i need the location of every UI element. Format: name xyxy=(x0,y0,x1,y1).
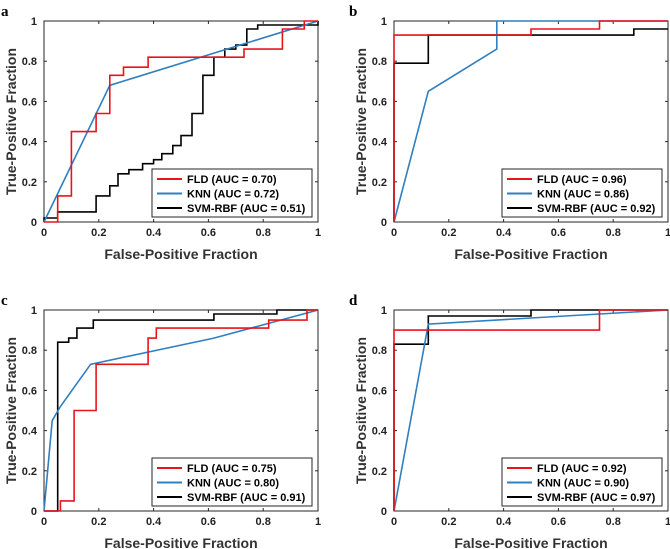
x-tick-label: 1 xyxy=(665,516,670,528)
y-tick-label: 0.6 xyxy=(22,385,37,397)
x-tick-label: 0.8 xyxy=(256,227,271,239)
legend-entry: SVM-RBF (AUC = 0.97) xyxy=(537,492,656,504)
series-line-fld xyxy=(44,20,318,223)
x-tick-label: 0.6 xyxy=(551,516,566,528)
legend-entry: KNN (AUC = 0.72) xyxy=(187,189,279,201)
y-tick-label: 0.8 xyxy=(22,56,37,68)
x-tick-label: 1 xyxy=(665,227,670,239)
series-line-knn xyxy=(393,20,668,223)
legend-entry: FLD (AUC = 0.96) xyxy=(537,174,627,186)
y-tick-label: 0.2 xyxy=(22,466,37,478)
series-line-knn xyxy=(43,309,319,512)
legend-entry: SVM-RBF (AUC = 0.51) xyxy=(187,203,306,215)
series-line-fld xyxy=(393,20,668,222)
y-tick-label: 0.4 xyxy=(372,426,388,438)
y-tick-label: 0.8 xyxy=(372,345,387,357)
x-tick-label: 0.6 xyxy=(201,516,216,528)
y-axis-label: True-Positive Fraction xyxy=(3,337,19,484)
y-tick-label: 0 xyxy=(381,217,387,229)
y-tick-label: 0 xyxy=(31,217,37,229)
x-axis-label: False-Positive Fraction xyxy=(104,535,257,549)
y-tick-label: 0 xyxy=(31,506,37,518)
panel-c: c 0 0.2 0.4 0.6 0.8 1 0 0.2 0.4 0.6 0.8 1 False-Posit… xyxy=(1,293,321,549)
y-tick-label: 0.6 xyxy=(372,96,387,108)
legend: FLD (AUC = 0.96) KNN (AUC = 0.86) SVM-RBF … xyxy=(501,168,663,218)
y-tick-label: 1 xyxy=(31,16,37,28)
panel-label: b xyxy=(349,4,357,20)
y-tick-label: 0.6 xyxy=(372,385,387,397)
legend-entry: FLD (AUC = 0.92) xyxy=(537,463,627,475)
y-tick-label: 1 xyxy=(31,305,37,317)
panel-label: d xyxy=(349,293,358,309)
series-line-svm-rbf xyxy=(44,309,318,512)
legend-entry: KNN (AUC = 0.86) xyxy=(537,189,629,201)
x-tick-label: 0.4 xyxy=(146,227,162,239)
y-tick-label: 0.4 xyxy=(22,426,38,438)
series-line-fld xyxy=(44,309,318,512)
legend: FLD (AUC = 0.70) KNN (AUC = 0.72) SVM-RBF … xyxy=(151,168,313,218)
x-axis-label: False-Positive Fraction xyxy=(104,246,257,262)
x-tick-label: 0.4 xyxy=(496,227,512,239)
x-tick-label: 0.2 xyxy=(91,227,106,239)
y-tick-label: 0.2 xyxy=(372,177,387,189)
legend: FLD (AUC = 0.75) KNN (AUC = 0.80) SVM-RBF … xyxy=(151,457,313,507)
legend-entry: SVM-RBF (AUC = 0.91) xyxy=(187,492,306,504)
x-tick-label: 0 xyxy=(391,516,397,528)
x-tick-label: 0.6 xyxy=(201,227,216,239)
legend: FLD (AUC = 0.92) KNN (AUC = 0.90) SVM-RBF … xyxy=(501,457,663,507)
x-tick-label: 0.8 xyxy=(606,516,621,528)
x-tick-label: 0.6 xyxy=(551,227,566,239)
x-tick-label: 0.8 xyxy=(606,227,621,239)
y-tick-label: 0.4 xyxy=(372,137,388,149)
y-tick-label: 0.8 xyxy=(372,56,387,68)
panel-d: d 0 0.2 0.4 0.6 0.8 1 0 0.2 0.4 0.6 0.8 1 False-Posit… xyxy=(349,293,670,549)
y-axis-label: True-Positive Fraction xyxy=(3,48,19,195)
y-tick-label: 0.4 xyxy=(22,137,38,149)
x-tick-label: 0.2 xyxy=(91,516,106,528)
x-tick-label: 1 xyxy=(315,516,321,528)
panel-label: a xyxy=(1,4,9,20)
y-axis-label: True-Positive Fraction xyxy=(353,48,369,195)
x-axis-label: False-Positive Fraction xyxy=(454,246,607,262)
y-axis-label: True-Positive Fraction xyxy=(353,337,369,484)
x-tick-label: 1 xyxy=(315,227,321,239)
axes-box xyxy=(43,309,319,512)
y-tick-label: 0.8 xyxy=(22,345,37,357)
y-tick-label: 0.6 xyxy=(22,96,37,108)
x-tick-label: 0.4 xyxy=(496,516,512,528)
y-tick-label: 0.2 xyxy=(372,466,387,478)
x-tick-label: 0.4 xyxy=(146,516,162,528)
y-tick-label: 1 xyxy=(381,305,387,317)
legend-entry: KNN (AUC = 0.90) xyxy=(537,478,629,490)
legend-entry: FLD (AUC = 0.70) xyxy=(187,174,277,186)
series-line-fld xyxy=(393,309,668,511)
legend-entry: SVM-RBF (AUC = 0.92) xyxy=(537,203,656,215)
legend-entry: KNN (AUC = 0.80) xyxy=(187,478,279,490)
y-tick-label: 0 xyxy=(381,506,387,518)
y-tick-label: 1 xyxy=(381,16,387,28)
x-tick-label: 0 xyxy=(41,516,47,528)
x-axis-label: False-Positive Fraction xyxy=(454,535,607,549)
x-tick-label: 0 xyxy=(391,227,397,239)
panel-label: c xyxy=(1,293,8,309)
x-tick-label: 0 xyxy=(41,227,47,239)
axes-box xyxy=(43,20,319,223)
legend-entry: FLD (AUC = 0.75) xyxy=(187,463,277,475)
panel-a: a 0 0.2 0.4 0.6 0.8 1 0 0.2 0.4 0.6 0.8 1 False-Posit… xyxy=(1,4,321,262)
x-tick-label: 0.2 xyxy=(441,227,456,239)
x-tick-label: 0.2 xyxy=(441,516,456,528)
x-tick-label: 0.8 xyxy=(256,516,271,528)
panel-b: b 0 0.2 0.4 0.6 0.8 1 0 0.2 0.4 0.6 0.8 1 False-Posit… xyxy=(349,4,670,262)
y-tick-label: 0.2 xyxy=(22,177,37,189)
